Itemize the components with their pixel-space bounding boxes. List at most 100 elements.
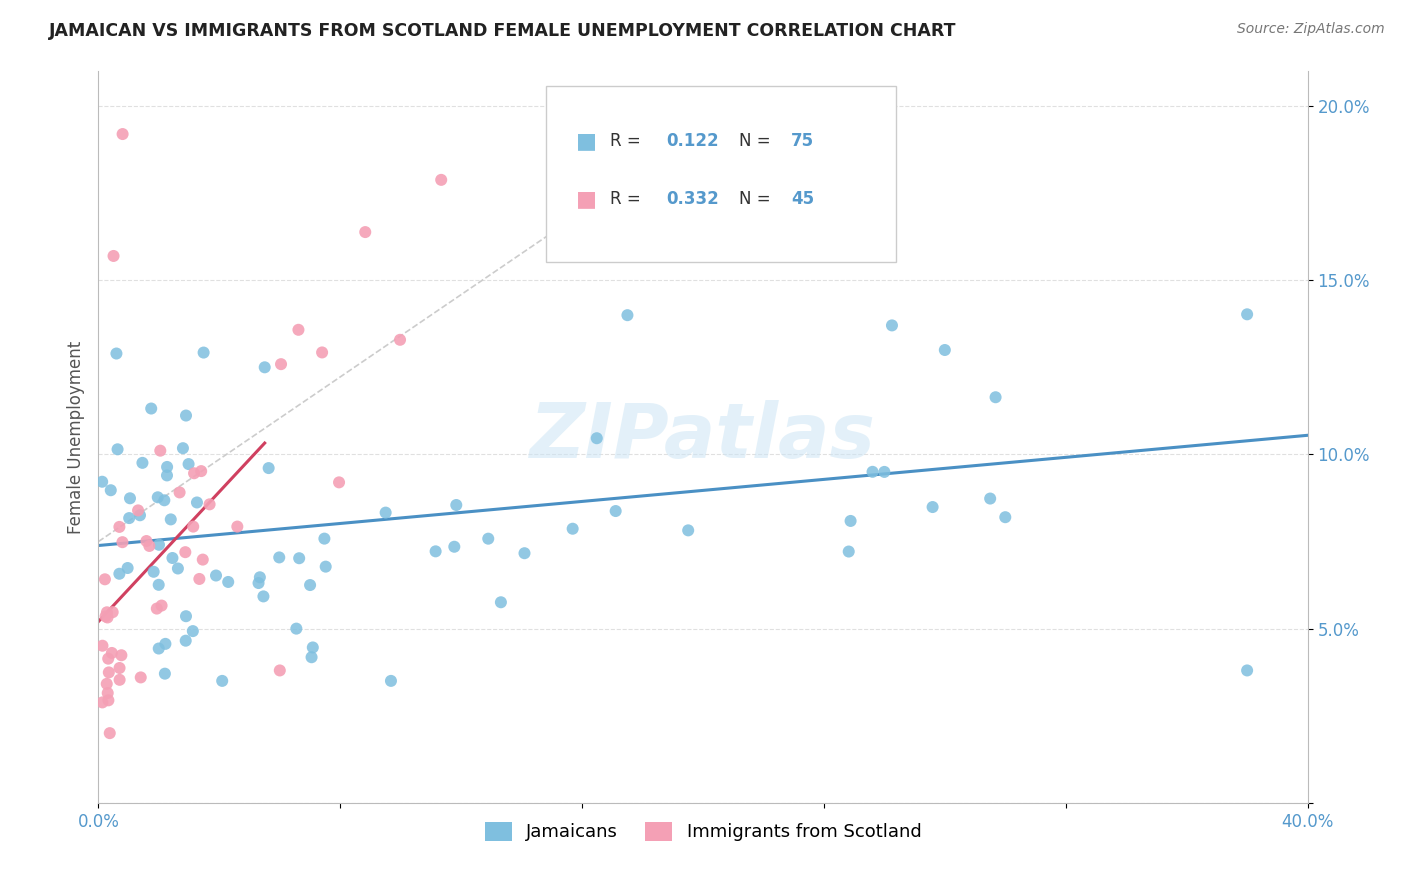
Point — [91, 639, 114, 653]
Text: Source: ZipAtlas.com: Source: ZipAtlas.com — [1237, 22, 1385, 37]
Point — [193, 345, 215, 359]
Point — [430, 173, 453, 187]
Point — [605, 504, 627, 518]
Text: 75: 75 — [792, 132, 814, 150]
Point — [146, 601, 169, 615]
FancyBboxPatch shape — [546, 86, 897, 261]
Point — [561, 522, 583, 536]
Point — [142, 565, 165, 579]
Point — [111, 535, 134, 549]
Point — [148, 538, 170, 552]
Y-axis label: Female Unemployment: Female Unemployment — [66, 341, 84, 533]
Point — [108, 520, 131, 534]
Point — [676, 524, 699, 538]
Point — [489, 595, 512, 609]
Point — [111, 127, 134, 141]
Point — [129, 508, 152, 523]
Point — [118, 491, 141, 506]
Point — [477, 532, 499, 546]
Point — [156, 468, 179, 483]
Text: N =: N = — [740, 132, 776, 150]
Point — [91, 695, 114, 709]
Point — [127, 503, 149, 517]
Point — [101, 646, 124, 660]
Point — [96, 605, 118, 619]
Point — [156, 459, 179, 474]
Text: N =: N = — [740, 190, 776, 209]
Point — [108, 661, 131, 675]
Point — [862, 465, 884, 479]
Point — [183, 467, 205, 481]
Point — [177, 457, 200, 471]
Point — [285, 622, 308, 636]
Point — [269, 550, 291, 565]
Point — [167, 561, 190, 575]
Point — [100, 483, 122, 498]
Point — [149, 443, 172, 458]
Point — [585, 431, 607, 445]
Point — [446, 498, 468, 512]
Point — [934, 343, 956, 357]
Point — [737, 186, 759, 201]
Point — [159, 512, 181, 526]
Point — [513, 546, 536, 560]
Point — [269, 664, 291, 678]
Point — [174, 545, 197, 559]
Point — [994, 510, 1017, 524]
Point — [287, 323, 309, 337]
Point — [181, 624, 204, 639]
Point — [839, 514, 862, 528]
Point — [105, 346, 128, 360]
Point — [97, 686, 120, 700]
Point — [301, 640, 323, 655]
Point — [169, 485, 191, 500]
Text: JAMAICAN VS IMMIGRANTS FROM SCOTLAND FEMALE UNEMPLOYMENT CORRELATION CHART: JAMAICAN VS IMMIGRANTS FROM SCOTLAND FEM… — [49, 22, 956, 40]
Point — [153, 666, 176, 681]
Point — [181, 519, 204, 533]
Point — [389, 333, 412, 347]
Point — [249, 570, 271, 584]
Point — [135, 534, 157, 549]
Point — [311, 345, 333, 359]
Point — [226, 519, 249, 533]
Text: R =: R = — [610, 190, 645, 209]
Point — [257, 461, 280, 475]
Point — [191, 552, 214, 566]
Point — [211, 673, 233, 688]
Point — [97, 651, 120, 665]
Point — [146, 491, 169, 505]
Point — [380, 673, 402, 688]
Point — [103, 249, 125, 263]
Point — [301, 650, 323, 665]
Point — [153, 493, 176, 508]
Point — [314, 532, 336, 546]
Point — [172, 441, 194, 455]
Text: ZIPatlas: ZIPatlas — [530, 401, 876, 474]
Point — [129, 670, 152, 684]
Point — [117, 561, 139, 575]
Point — [253, 360, 276, 375]
Point — [141, 401, 163, 416]
Text: R =: R = — [610, 132, 645, 150]
Text: 0.332: 0.332 — [666, 190, 720, 209]
Point — [354, 225, 377, 239]
Point — [984, 390, 1007, 404]
Text: ■: ■ — [576, 189, 598, 210]
Text: ■: ■ — [576, 131, 598, 151]
Point — [110, 648, 132, 663]
Point — [328, 475, 350, 490]
Point — [108, 566, 131, 581]
Point — [205, 568, 228, 582]
Point — [443, 540, 465, 554]
Point — [148, 641, 170, 656]
Point — [96, 610, 118, 624]
Point — [374, 506, 396, 520]
Point — [94, 572, 117, 586]
Point — [217, 574, 239, 589]
Point — [96, 677, 118, 691]
Point — [247, 576, 270, 591]
Point — [190, 464, 212, 478]
Point — [138, 539, 160, 553]
Point — [1236, 307, 1258, 321]
Point — [616, 308, 638, 322]
